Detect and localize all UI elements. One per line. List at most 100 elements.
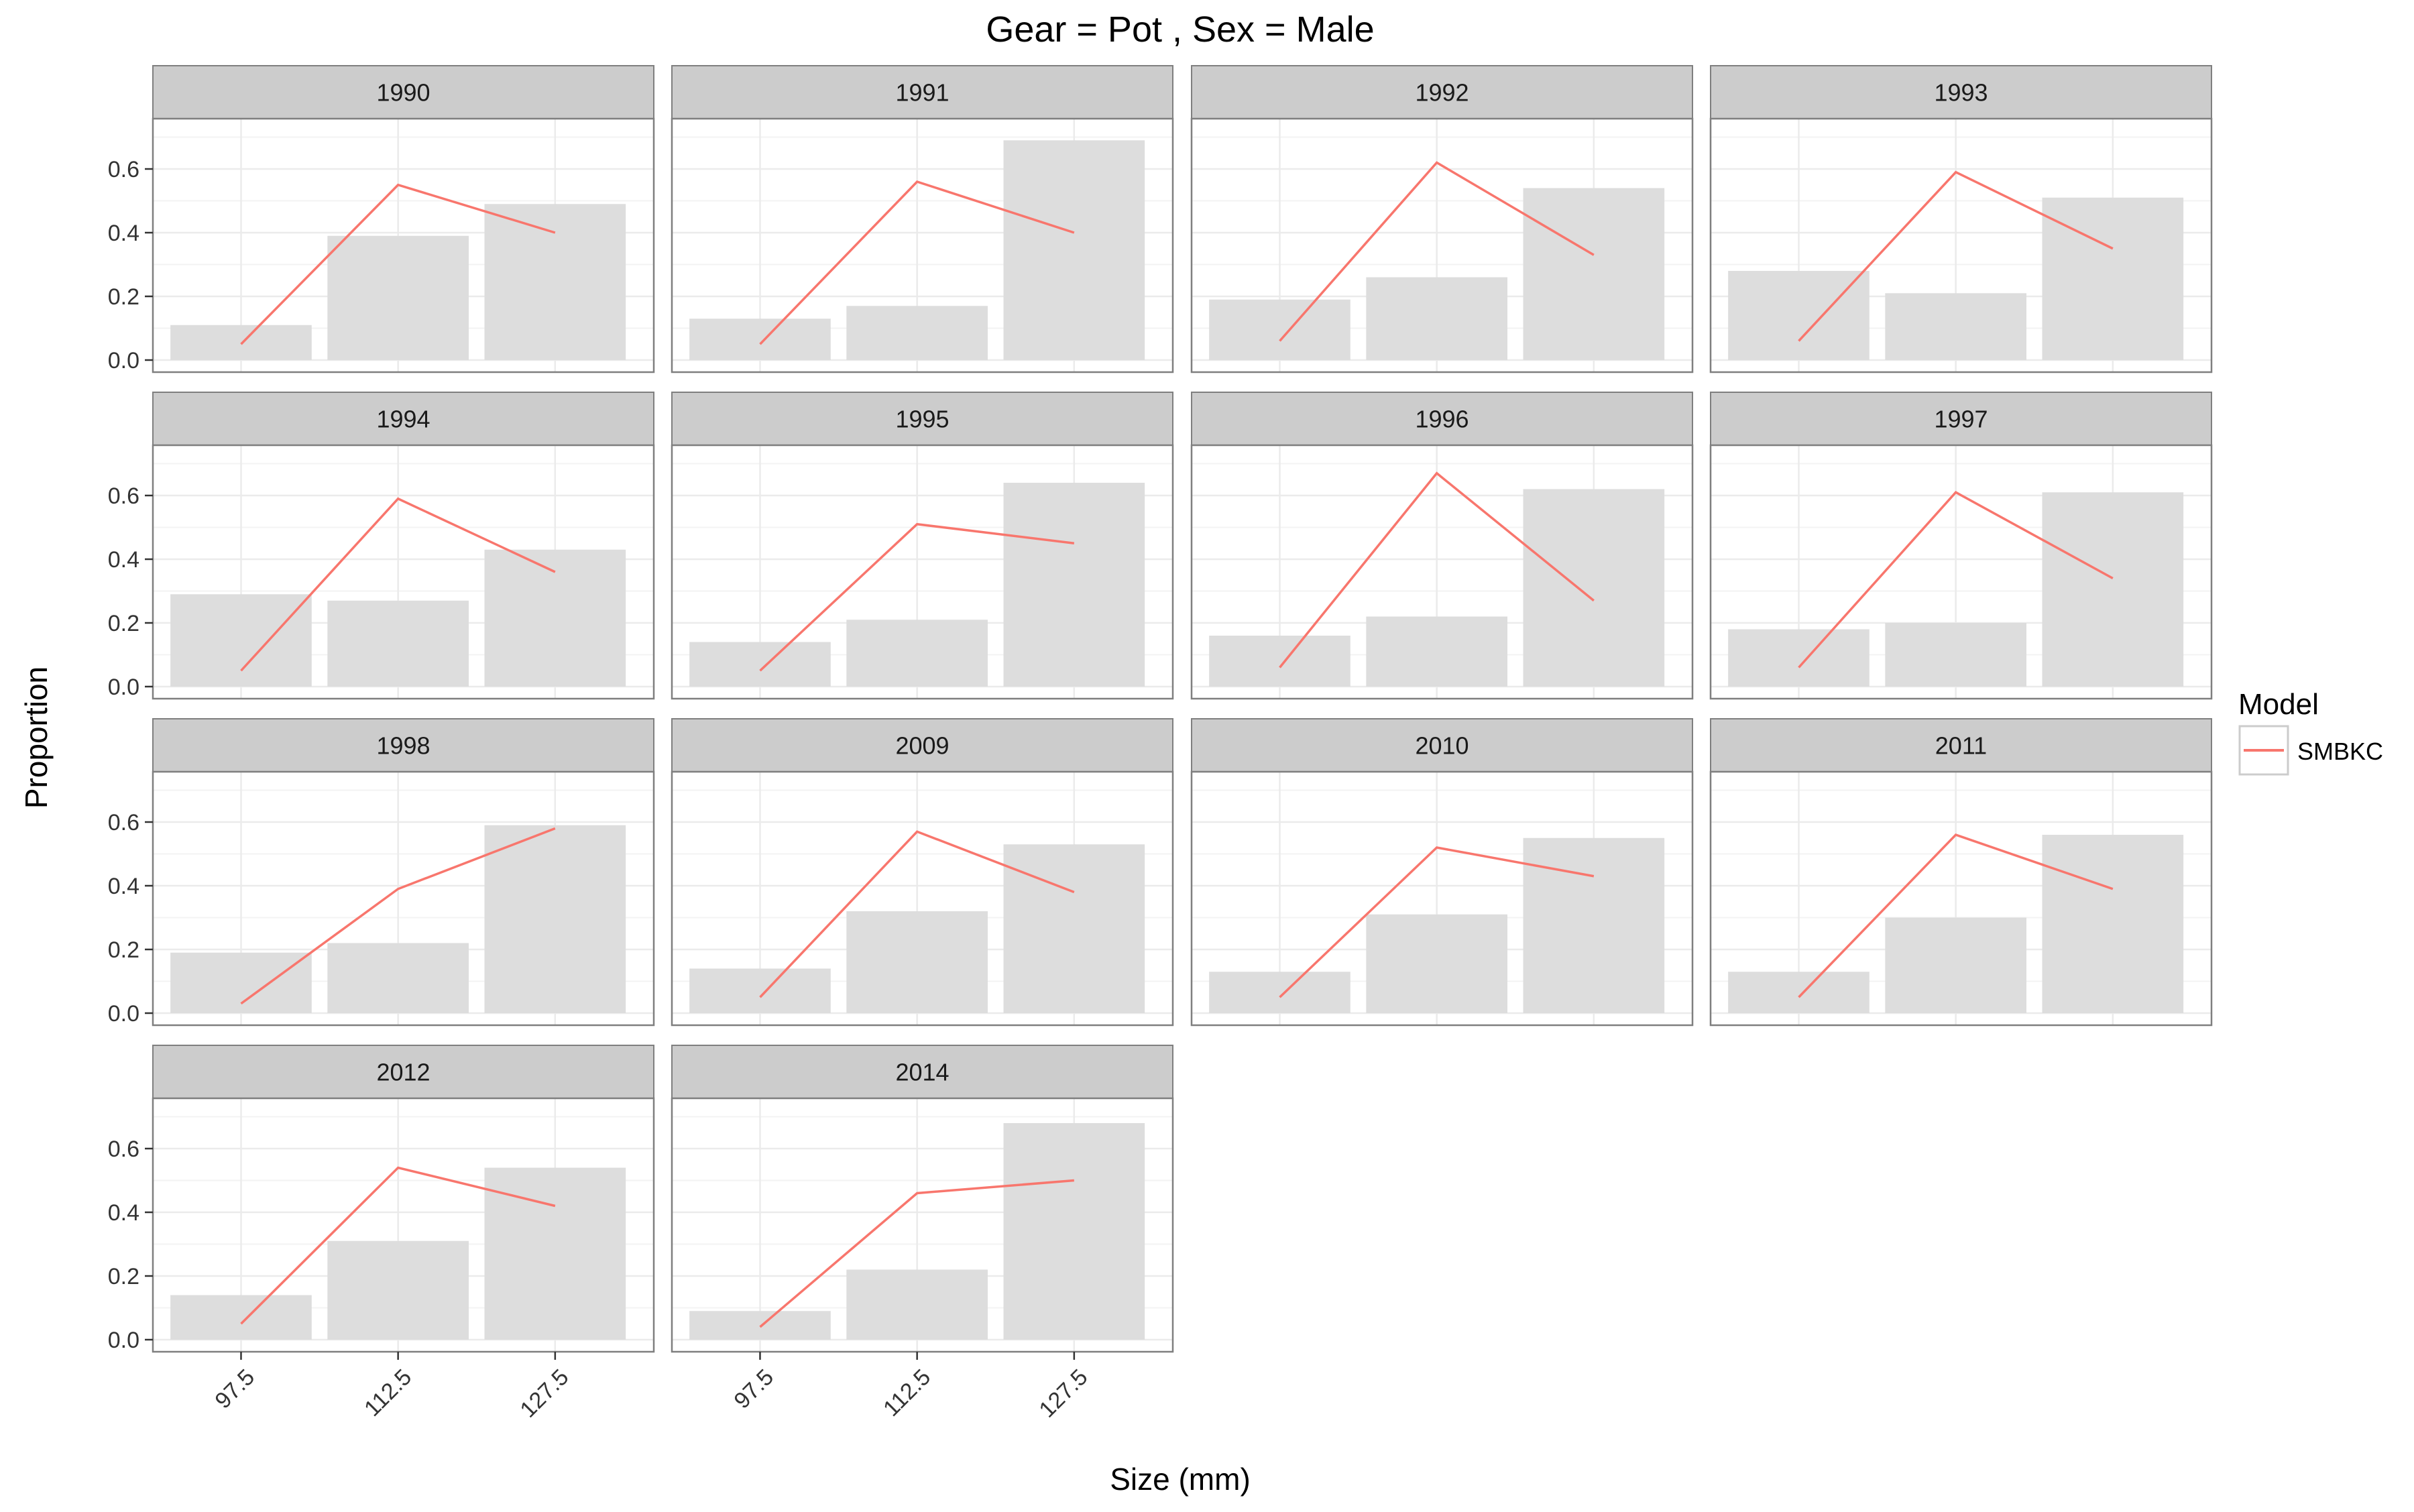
facet-strip-label: 2009 (895, 732, 949, 760)
bar-observed-127.5 (2042, 197, 2184, 360)
facet-panel-1990: 1990 0.0 0.2 0.4 0.6 (108, 65, 655, 373)
y-tick-label: 0.0 (108, 348, 139, 373)
y-tick-label: 0.4 (108, 1200, 139, 1226)
line-predicted-smbkc (1798, 170, 2114, 342)
bar-observed-97.5 (689, 968, 831, 1013)
line-predicted-smbkc (240, 497, 556, 672)
facet-panel-1995: 1995 (671, 392, 1174, 700)
facet-strip-label: 2014 (895, 1059, 949, 1086)
bar-observed-127.5 (484, 204, 626, 360)
bar-observed-127.5 (484, 1167, 626, 1340)
panel-border (1190, 770, 1694, 1027)
legend-entry-smbkc: SMBKC (2297, 738, 2383, 765)
bar-observed-127.5 (1003, 1123, 1145, 1340)
facet-panel-2009: 2009 (671, 718, 1174, 1027)
bar-observed-127.5 (1003, 140, 1145, 360)
line-predicted-smbkc (1279, 161, 1595, 342)
bar-observed-112.5 (1885, 623, 2026, 687)
line-predicted-smbkc (1798, 833, 2114, 998)
facet-panel-1994: 1994 0.0 0.2 0.4 0.6 (108, 392, 655, 700)
facet-strip-label: 1997 (1934, 406, 1988, 433)
bar-observed-97.5 (170, 1295, 312, 1340)
bar-observed-112.5 (1885, 917, 2026, 1013)
bar-observed-127.5 (484, 549, 626, 687)
bar-observed-127.5 (1003, 844, 1145, 1013)
y-tick-label: 0.6 (108, 810, 139, 835)
facet-strip-label: 1994 (376, 406, 430, 433)
bar-observed-127.5 (2042, 492, 2184, 687)
facet-strip-label: 1995 (895, 406, 949, 433)
line-predicted-smbkc (759, 1179, 1074, 1328)
facet-panels: 1990 0.0 0.2 0.4 0.6 1991 1992 1993 1994 0.0 0.2 0.… (108, 65, 2213, 1423)
panel-border (152, 117, 655, 373)
panel-border (152, 1097, 655, 1353)
line-predicted-smbkc (759, 180, 1075, 345)
y-axis-label: Proportion (19, 666, 54, 809)
bar-observed-112.5 (327, 235, 469, 360)
bar-observed-127.5 (1523, 188, 1665, 360)
facet-strip-label: 1998 (376, 732, 430, 760)
y-tick-label: 0.4 (108, 547, 139, 573)
facet-panel-1998: 1998 0.0 0.2 0.4 0.6 (108, 718, 655, 1027)
panel-border (152, 444, 655, 700)
bar-observed-97.5 (1209, 972, 1350, 1013)
panel-border (152, 770, 655, 1027)
bar-observed-112.5 (327, 1240, 469, 1340)
panel-border (1709, 117, 2213, 373)
legend: Model SMBKC (2238, 688, 2383, 776)
panel-border (1190, 444, 1694, 700)
y-tick-label: 0.2 (108, 1264, 139, 1289)
y-tick-label: 0.0 (108, 675, 139, 700)
line-predicted-smbkc (759, 830, 1075, 998)
y-tick-label: 0.0 (108, 1001, 139, 1027)
facet-strip (152, 718, 654, 772)
bar-observed-97.5 (1209, 299, 1350, 360)
panel-border (671, 444, 1174, 700)
bar-observed-112.5 (846, 620, 988, 687)
bar-observed-97.5 (170, 594, 312, 687)
bar-observed-112.5 (1885, 293, 2026, 360)
facet-panel-1997: 1997 (1709, 392, 2213, 700)
y-tick-label: 0.2 (108, 611, 139, 636)
y-tick-label: 0.0 (108, 1328, 139, 1353)
bar-observed-112.5 (1366, 616, 1507, 687)
facet-panel-1996: 1996 (1190, 392, 1694, 700)
x-axis-label: Size (mm) (1110, 1462, 1251, 1497)
panel-border (1190, 117, 1694, 373)
bar-observed-97.5 (170, 952, 312, 1013)
bar-observed-112.5 (327, 600, 469, 687)
facet-strip-label: 1996 (1415, 406, 1469, 433)
y-tick-label: 0.2 (108, 937, 139, 963)
bar-observed-112.5 (1366, 914, 1507, 1013)
bar-observed-97.5 (689, 318, 831, 360)
bar-observed-97.5 (689, 642, 831, 687)
facet-strip (671, 718, 1173, 772)
line-predicted-smbkc (759, 522, 1075, 672)
bar-observed-127.5 (1003, 483, 1145, 687)
legend-title: Model (2238, 688, 2319, 721)
y-tick-label: 0.6 (108, 1137, 139, 1162)
bar-observed-127.5 (1523, 489, 1665, 687)
y-tick-label: 0.6 (108, 483, 139, 509)
bar-observed-112.5 (846, 911, 988, 1013)
bar-observed-97.5 (1728, 972, 1870, 1013)
facet-strip (152, 392, 654, 446)
y-tick-label: 0.6 (108, 157, 139, 182)
facet-strip (1191, 65, 1693, 119)
line-predicted-smbkc (1798, 491, 2114, 668)
facet-strip (1710, 718, 2212, 772)
bar-observed-112.5 (1366, 277, 1507, 360)
facet-strip-label: 2010 (1415, 732, 1469, 760)
facet-strip (152, 1045, 654, 1099)
bar-observed-127.5 (1523, 837, 1665, 1013)
facet-strip-label: 1990 (376, 79, 430, 107)
y-tick-label: 0.4 (108, 874, 139, 899)
line-predicted-smbkc (240, 183, 556, 345)
panel-border (671, 1097, 1174, 1353)
facet-strip (1710, 392, 2212, 446)
line-predicted-smbkc (240, 1166, 556, 1325)
